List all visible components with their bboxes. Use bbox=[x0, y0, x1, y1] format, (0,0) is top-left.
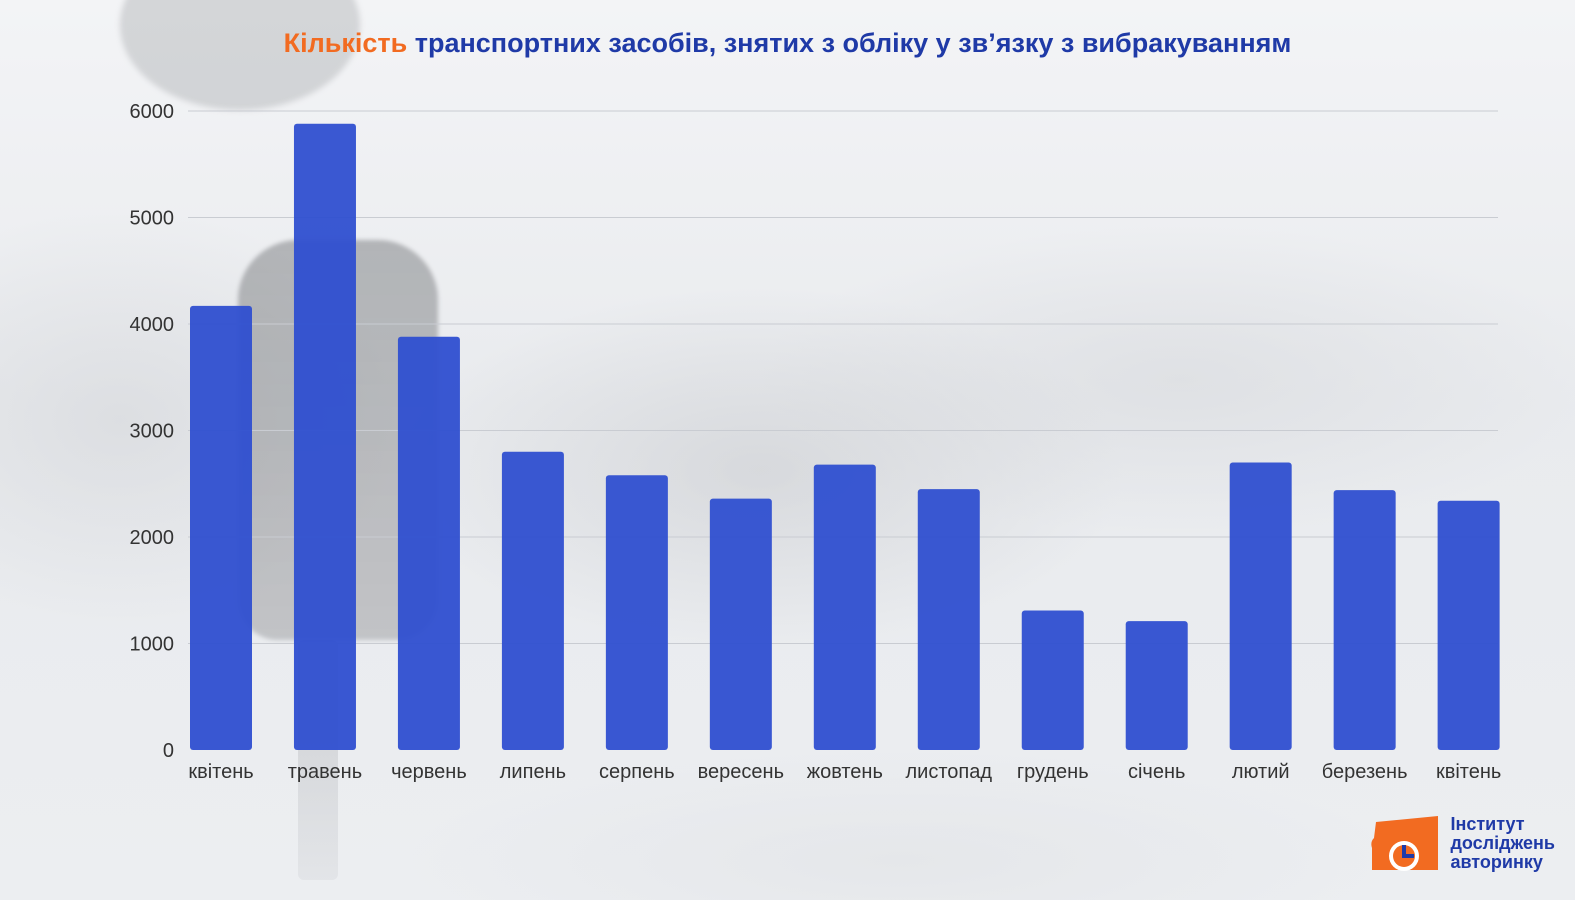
chart-title: Кількість транспортних засобів, знятих з… bbox=[0, 28, 1575, 59]
bar bbox=[709, 498, 772, 750]
bar bbox=[1125, 621, 1188, 750]
x-tick-label: лютий bbox=[1232, 761, 1290, 783]
bar bbox=[397, 336, 460, 750]
x-tick-label: липень bbox=[500, 761, 566, 783]
bar bbox=[605, 475, 668, 750]
institute-logo: Інститут досліджень авторинку bbox=[1368, 812, 1555, 874]
bar bbox=[1333, 490, 1396, 750]
x-tick-label: січень bbox=[1128, 761, 1185, 783]
bars bbox=[190, 123, 1500, 750]
bar bbox=[501, 451, 564, 750]
y-tick-label: 6000 bbox=[130, 101, 175, 123]
bar bbox=[190, 305, 252, 750]
y-tick-label: 5000 bbox=[130, 208, 175, 230]
chart-title-accent: Кількість bbox=[283, 28, 408, 58]
x-tick-label: червень bbox=[391, 761, 467, 783]
bar bbox=[813, 464, 876, 750]
logo-mark-icon bbox=[1371, 816, 1439, 871]
bar bbox=[1437, 500, 1500, 750]
y-tick-label: 0 bbox=[163, 740, 174, 762]
chart-title-rest: транспортних засобів, знятих з обліку у … bbox=[414, 28, 1292, 58]
bar bbox=[1229, 462, 1292, 750]
bar bbox=[293, 123, 356, 750]
logo-line-2: досліджень bbox=[1450, 832, 1555, 853]
logo-text: Інститут досліджень авторинку bbox=[1450, 813, 1555, 872]
x-axis-tick-labels: квітень травень червень липень серпень вересе… bbox=[188, 761, 1501, 783]
x-tick-label: грудень bbox=[1017, 761, 1089, 783]
y-tick-label: 4000 bbox=[130, 314, 175, 336]
y-tick-label: 2000 bbox=[130, 527, 175, 549]
bar bbox=[917, 489, 980, 750]
x-tick-label: березень bbox=[1322, 761, 1408, 783]
x-tick-label: вересень bbox=[698, 761, 784, 783]
y-tick-label: 3000 bbox=[130, 421, 175, 443]
y-axis-tick-labels: 0 1000 2000 3000 4000 5000 6000 bbox=[130, 101, 175, 762]
bar bbox=[1021, 610, 1084, 750]
x-tick-label: квітень bbox=[188, 761, 253, 783]
logo-line-1: Інститут bbox=[1450, 813, 1525, 834]
x-tick-label: квітень bbox=[1436, 761, 1501, 783]
y-tick-label: 1000 bbox=[130, 634, 175, 656]
x-tick-label: травень bbox=[288, 761, 362, 783]
x-tick-label: листопад bbox=[906, 761, 993, 783]
logo-line-3: авторинку bbox=[1450, 851, 1543, 872]
x-tick-label: жовтень bbox=[807, 761, 883, 783]
x-tick-label: серпень bbox=[599, 761, 675, 783]
